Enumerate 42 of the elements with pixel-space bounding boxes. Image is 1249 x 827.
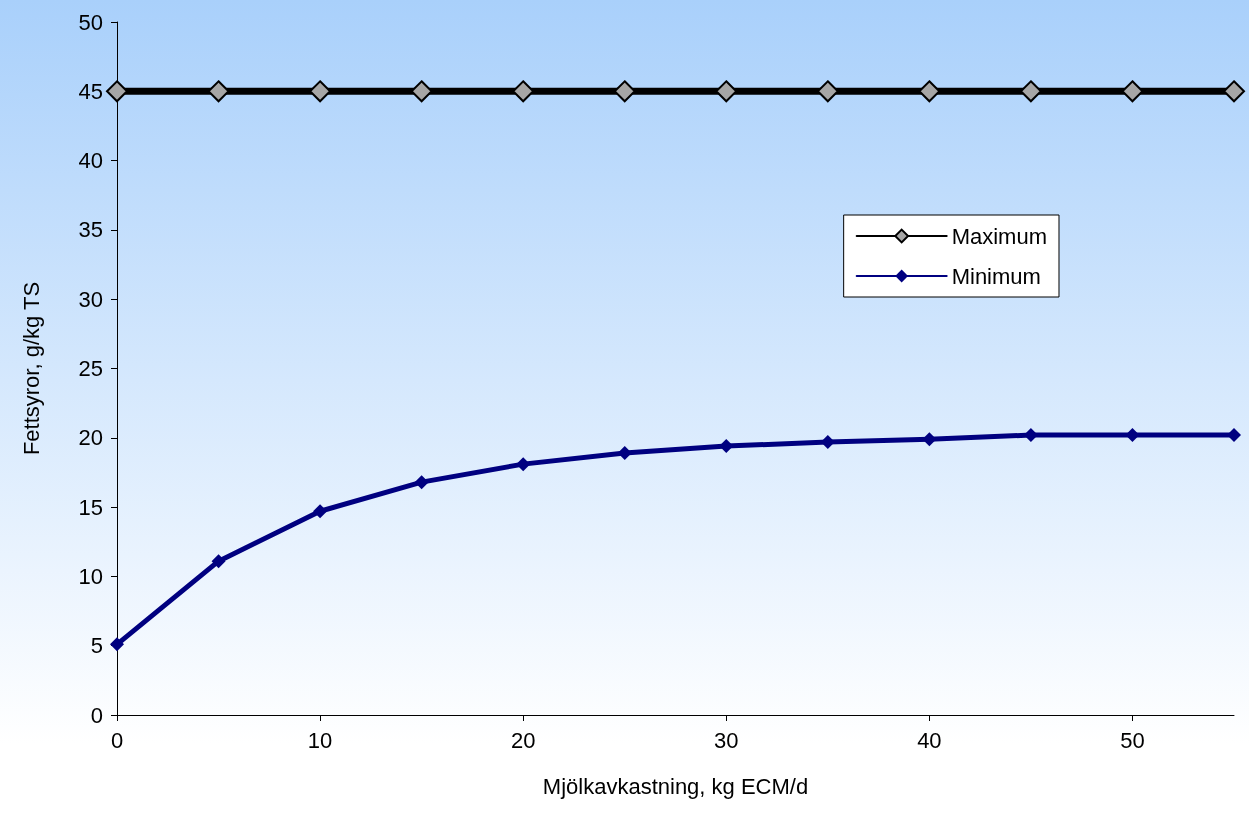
legend-label: Maximum <box>951 223 1048 249</box>
point <box>309 80 332 103</box>
y-tick-label: 45 <box>78 78 103 104</box>
point <box>410 80 433 103</box>
point <box>1121 80 1144 103</box>
point <box>1227 428 1241 443</box>
x-tick-label: 50 <box>1120 727 1145 753</box>
point <box>617 446 632 461</box>
point <box>512 80 535 103</box>
point <box>516 457 531 472</box>
y-tick-label: 40 <box>78 148 103 174</box>
point <box>613 80 636 103</box>
legend-label: Minimum <box>951 263 1041 289</box>
y-axis-title: Fettsyror, g/kg TS <box>18 281 44 456</box>
point <box>816 80 839 103</box>
point <box>1125 428 1140 443</box>
x-tick-label: 0 <box>110 727 124 753</box>
x-tick-label: 10 <box>307 727 333 753</box>
x-tick-label: 30 <box>714 727 739 753</box>
point <box>715 80 738 103</box>
y-tick-label: 15 <box>78 494 103 520</box>
point <box>211 554 226 569</box>
y-tick-label: 25 <box>78 356 103 381</box>
point <box>1223 80 1245 103</box>
y-tick-label: 0 <box>90 702 103 728</box>
point <box>1019 80 1042 103</box>
point <box>106 80 128 103</box>
y-tick-label: 20 <box>78 425 103 451</box>
point <box>918 80 941 103</box>
y-tick-label: 5 <box>90 633 103 659</box>
y-tick-label: 50 <box>78 9 103 35</box>
point <box>207 80 230 103</box>
x-axis-title: Mjölkavkastning, kg ECM/d <box>542 773 809 799</box>
point <box>110 637 124 652</box>
y-tick-label: 10 <box>78 563 103 589</box>
y-tick-label: 30 <box>78 286 103 312</box>
point <box>922 432 937 447</box>
point <box>313 504 328 519</box>
y-tick-label: 35 <box>78 217 103 243</box>
x-tick-label: 20 <box>510 727 536 753</box>
point <box>414 475 429 490</box>
x-tick-label: 40 <box>917 727 942 753</box>
